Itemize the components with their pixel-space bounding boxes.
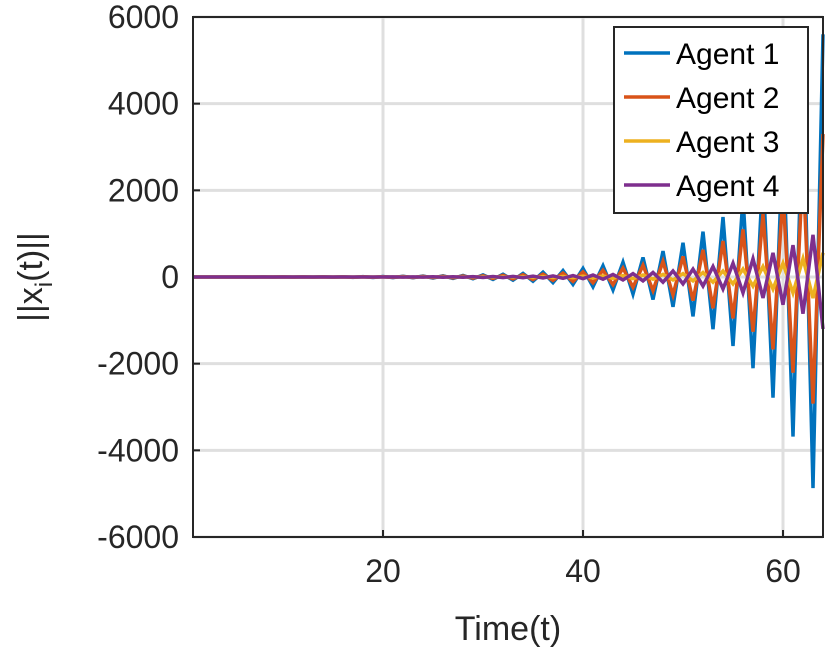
x-axis-label: Time(t)	[455, 610, 561, 648]
x-tick-label: 60	[765, 553, 801, 589]
y-tick-label: -4000	[97, 432, 179, 468]
y-label-sub: i	[31, 282, 58, 287]
y-tick-label: -2000	[97, 346, 179, 382]
legend-label: Agent 4	[676, 170, 779, 203]
y-tick-label: -6000	[97, 519, 179, 555]
y-tick-label: 0	[161, 259, 179, 295]
y-axis-label: ||xi(t)||	[12, 232, 58, 322]
y-tick-label: 2000	[108, 172, 179, 208]
x-tick-label: 20	[365, 553, 401, 589]
y-tick-label: 4000	[108, 86, 179, 122]
x-tick-label: 40	[565, 553, 601, 589]
y-label-part: ||x	[12, 287, 50, 322]
legend-label: Agent 1	[676, 38, 779, 71]
legend-label: Agent 2	[676, 82, 779, 115]
y-tick-label: 6000	[108, 0, 179, 35]
legend-label: Agent 3	[676, 126, 779, 159]
series-line	[193, 234, 825, 330]
legend-box	[613, 26, 809, 214]
y-label-part: (t)||	[12, 232, 50, 282]
plot-frame	[192, 16, 824, 538]
legend: Agent 1 Agent 2 Agent 3 Agent 4	[613, 26, 809, 214]
